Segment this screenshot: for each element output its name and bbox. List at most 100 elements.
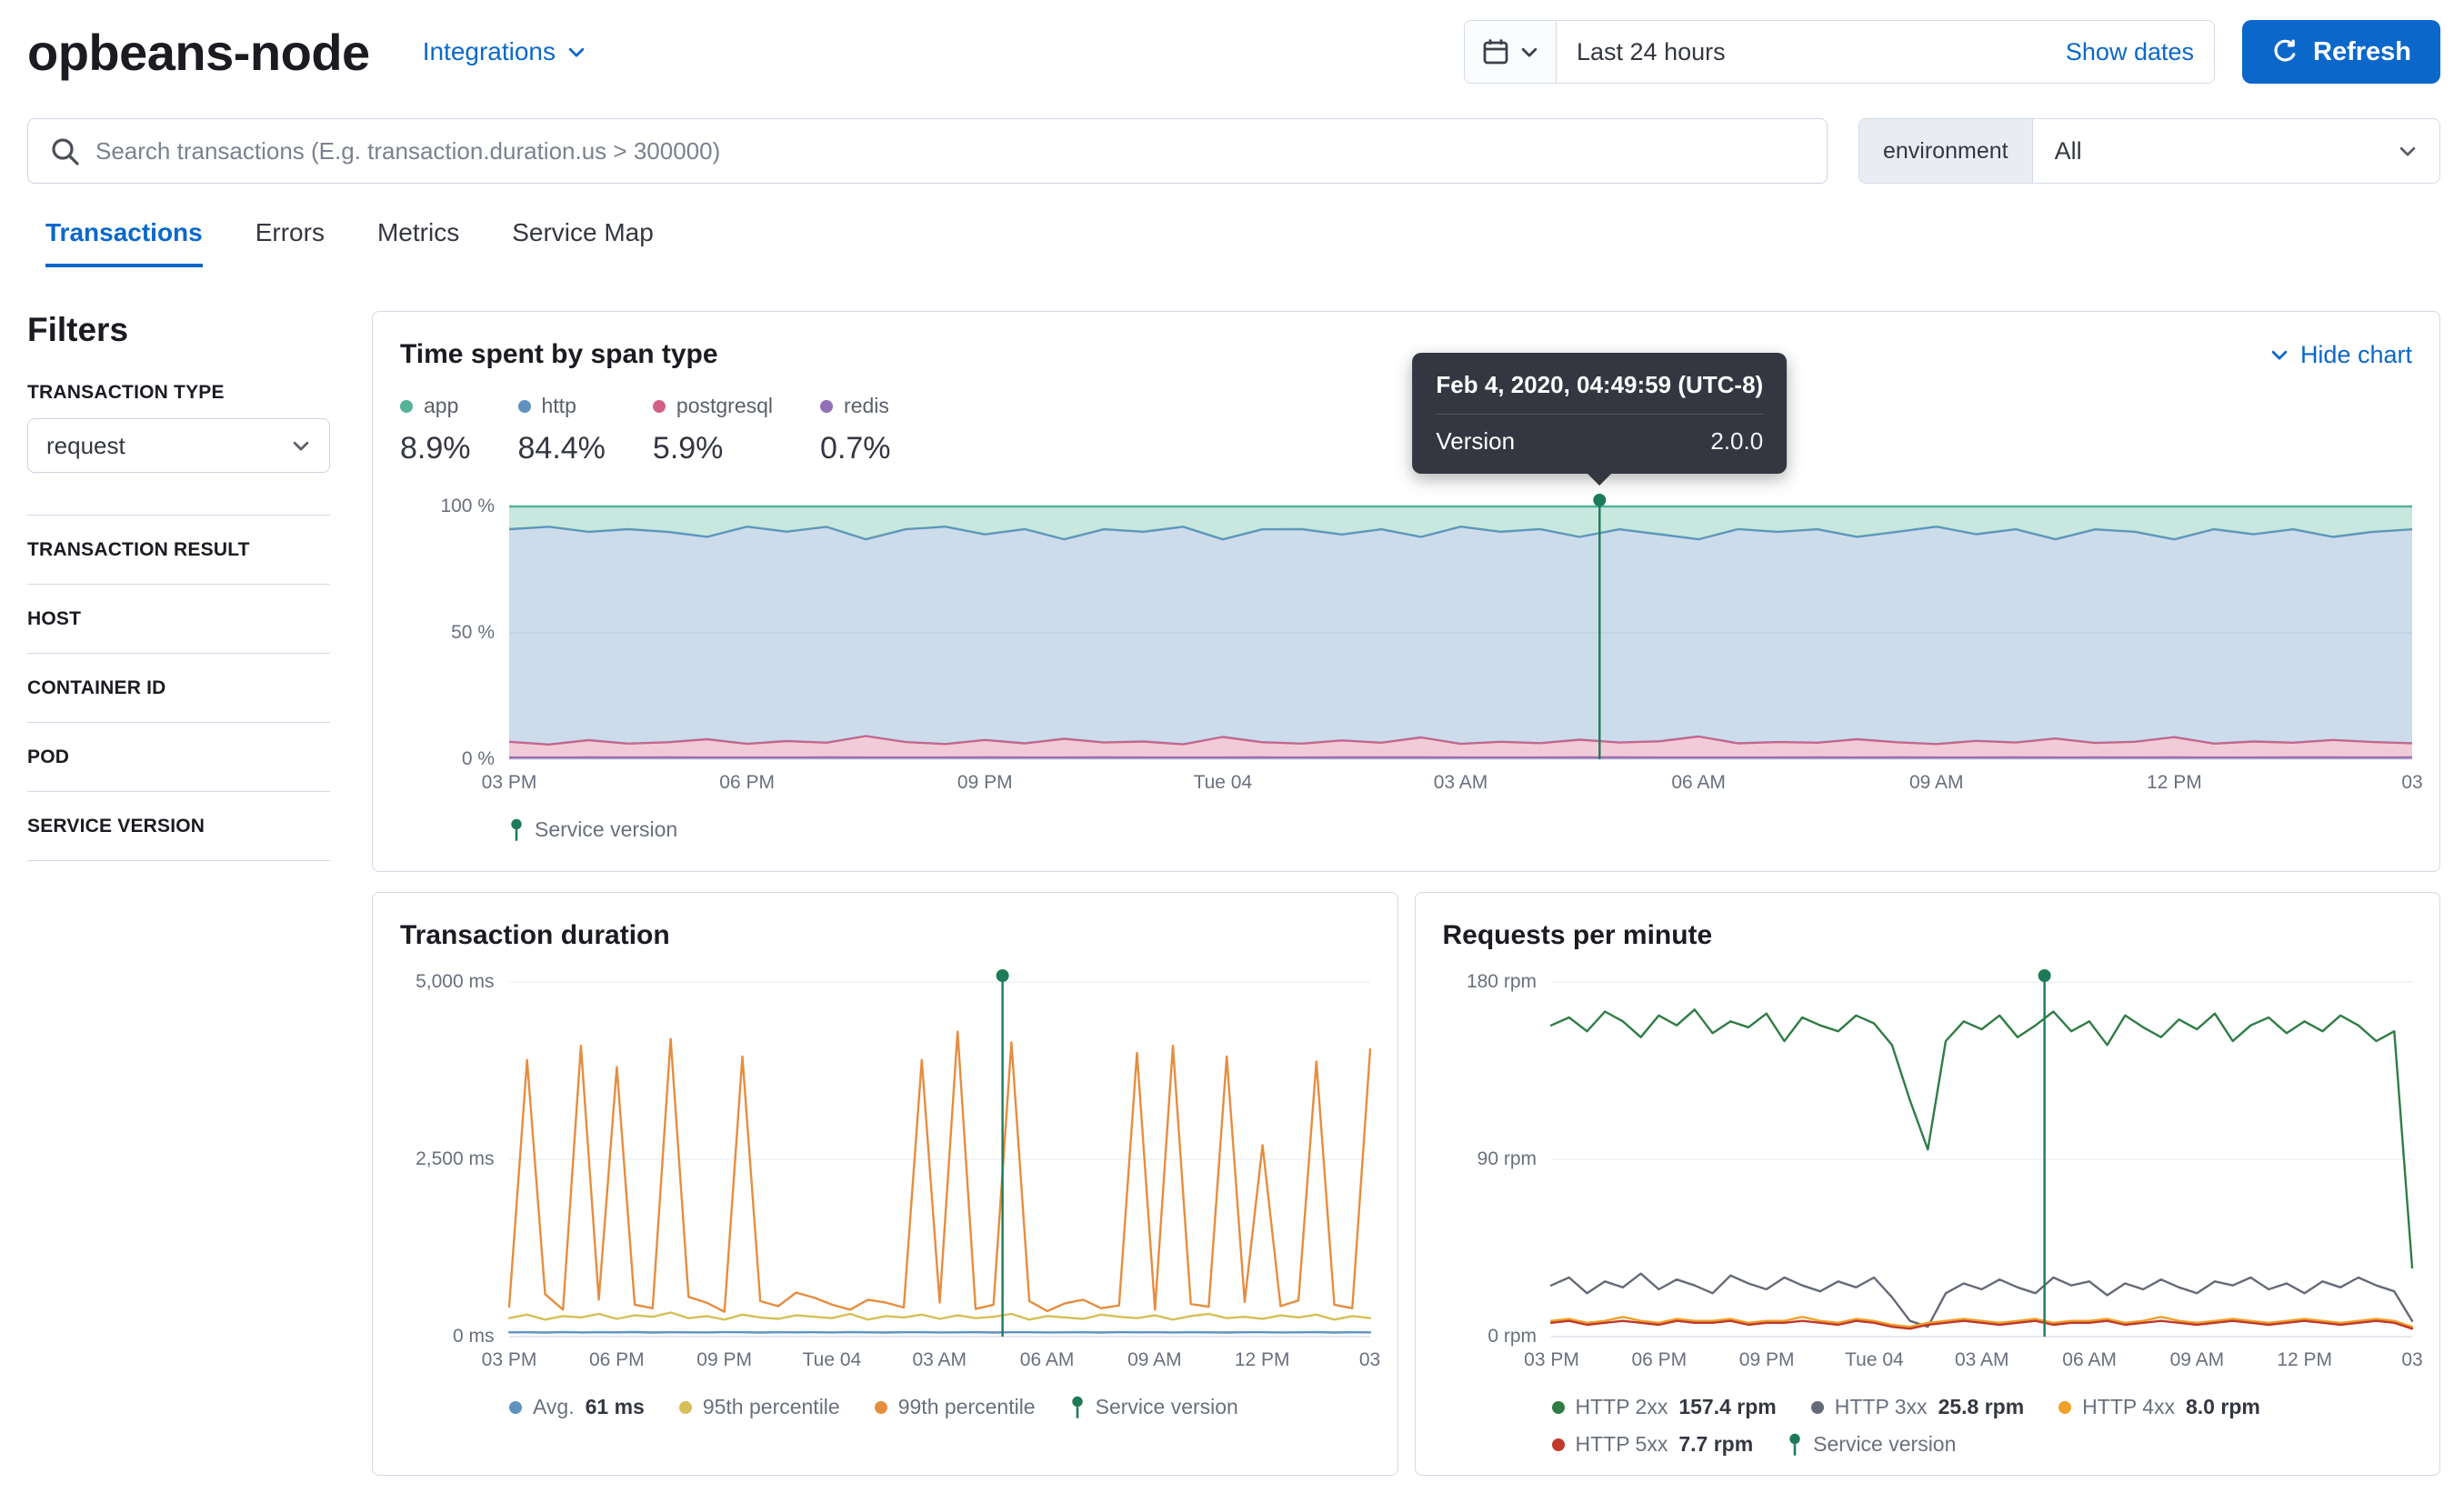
date-controls: Last 24 hours Show dates Refresh xyxy=(1464,20,2440,84)
filters-sidebar: Filters TRANSACTION TYPE request TRANSAC… xyxy=(27,311,330,861)
x-axis-label: 12 PM xyxy=(2147,772,2202,793)
transaction-duration-chart[interactable] xyxy=(507,969,1371,1338)
time-spent-chart[interactable]: Feb 4, 2020, 04:49:59 (UTC-8) Version 2.… xyxy=(508,353,2413,760)
legend-label: HTTP 2xx xyxy=(1575,1395,1668,1418)
x-axis-label: 06 PM xyxy=(1631,1349,1688,1370)
x-axis-label: 03 xyxy=(1358,1349,1381,1370)
main-column: Time spent by span type Hide chart app 8… xyxy=(372,311,2440,1476)
legend-value: 8.0 rpm xyxy=(2186,1395,2260,1418)
tab-transactions[interactable]: Transactions xyxy=(45,218,203,267)
y-axis-label: 0 rpm xyxy=(1487,1326,1537,1347)
filters-title: Filters xyxy=(27,311,129,348)
page-title: opbeans-node xyxy=(27,23,370,81)
x-axis-label: 03 AM xyxy=(1954,1349,2009,1370)
tab-service-map[interactable]: Service Map xyxy=(512,218,654,246)
environment-label: environment xyxy=(1859,119,2033,183)
legend-item-http-4xx[interactable]: HTTP 4xx 8.0 rpm xyxy=(2058,1395,2260,1419)
time-range-field[interactable]: Last 24 hours Show dates xyxy=(1557,21,2214,83)
y-axis-label: 90 rpm xyxy=(1477,1148,1537,1169)
legend-item-service-version[interactable]: Service version xyxy=(1070,1395,1238,1419)
legend-dot xyxy=(1551,1438,1565,1451)
filter-section-container-id[interactable]: CONTAINER ID xyxy=(27,654,330,723)
legend-item-99th[interactable]: 99th percentile xyxy=(874,1395,1036,1419)
filter-section-pod[interactable]: POD xyxy=(27,723,330,792)
x-axis-label: 09 AM xyxy=(1908,772,1964,793)
legend-dot xyxy=(820,399,834,413)
y-axis: 180 rpm 90 rpm 0 rpm xyxy=(1443,971,1552,1347)
x-axis-label: Tue 04 xyxy=(802,1349,862,1370)
environment-filter: environment All xyxy=(1858,118,2440,184)
x-axis-label: 09 AM xyxy=(2169,1349,2225,1370)
legend-item-http-2xx[interactable]: HTTP 2xx 157.4 rpm xyxy=(1551,1395,1777,1419)
tooltip-value: 2.0.0 xyxy=(1710,427,1764,455)
legend-dot xyxy=(678,1400,692,1414)
panel-title: Requests per minute xyxy=(1442,920,1713,950)
x-axis-label: Tue 04 xyxy=(1845,1349,1904,1370)
refresh-button[interactable]: Refresh xyxy=(2242,20,2440,84)
x-axis-label: 12 PM xyxy=(1234,1349,1290,1370)
x-axis-label: 03 AM xyxy=(912,1349,967,1370)
date-quick-select-button[interactable] xyxy=(1465,21,1557,83)
filter-section-service-version[interactable]: SERVICE VERSION xyxy=(27,792,330,861)
legend-item-http-5xx[interactable]: HTTP 5xx 7.7 rpm xyxy=(1551,1432,1753,1457)
search-row: environment All xyxy=(27,118,2440,184)
legend-label: Service version xyxy=(1813,1432,1957,1456)
chevron-down-icon xyxy=(1521,47,1537,57)
x-axis-label: Tue 04 xyxy=(1193,772,1253,793)
filter-section-transaction-result[interactable]: TRANSACTION RESULT xyxy=(27,516,330,585)
y-axis-label: 5,000 ms xyxy=(416,971,495,992)
legend-label: HTTP 5xx xyxy=(1575,1432,1668,1456)
duration-legend: Avg. 61 ms 95th percentile 99th percenti… xyxy=(509,1395,1370,1419)
legend-item-service-version[interactable]: Service version xyxy=(1788,1432,1956,1457)
x-axis-label: 06 PM xyxy=(588,1349,645,1370)
x-axis-label: 06 AM xyxy=(2062,1349,2117,1370)
legend-item-app[interactable]: app 8.9% xyxy=(400,394,471,466)
legend-item-redis[interactable]: redis 0.7% xyxy=(820,394,891,466)
legend-dot xyxy=(652,399,666,413)
x-axis-label: 06 AM xyxy=(1019,1349,1075,1370)
legend-item-95th[interactable]: 95th percentile xyxy=(678,1395,840,1419)
y-axis: 5,000 ms 2,500 ms 0 ms xyxy=(400,971,509,1347)
hide-chart-link[interactable]: Hide chart xyxy=(2269,341,2412,369)
show-dates-link[interactable]: Show dates xyxy=(2065,37,2194,65)
bottom-row: Transaction duration 5,000 ms 2,500 ms 0… xyxy=(372,892,2440,1476)
tooltip-timestamp: Feb 4, 2020, 04:49:59 (UTC-8) xyxy=(1436,371,1764,398)
legend-item-http-3xx[interactable]: HTTP 3xx 25.8 rpm xyxy=(1810,1395,2024,1419)
requests-per-minute-chart[interactable] xyxy=(1549,969,2414,1338)
legend-label: 99th percentile xyxy=(897,1395,1036,1418)
legend-item-http[interactable]: http 84.4% xyxy=(517,394,606,466)
transaction-type-label: TRANSACTION TYPE xyxy=(27,382,225,403)
integrations-menu[interactable]: Integrations xyxy=(423,37,586,66)
content: Filters TRANSACTION TYPE request TRANSAC… xyxy=(0,311,2464,1476)
legend-percentage: 84.4% xyxy=(517,431,606,466)
chevron-down-icon xyxy=(293,441,309,451)
x-axis-label: 06 PM xyxy=(719,772,775,793)
legend-dot xyxy=(1551,1400,1565,1414)
service-version-pin-icon xyxy=(511,818,522,841)
legend-item-service-version[interactable]: Service version xyxy=(509,817,677,842)
x-axis-label: 09 PM xyxy=(696,1349,752,1370)
legend-item-postgresql[interactable]: postgresql 5.9% xyxy=(652,394,773,466)
x-axis-label: 09 AM xyxy=(1127,1349,1182,1370)
x-axis-label: 03 xyxy=(2401,1349,2423,1370)
environment-select[interactable]: All xyxy=(2032,119,2439,183)
integrations-label: Integrations xyxy=(422,37,556,65)
refresh-icon xyxy=(2274,39,2296,62)
filter-section-host[interactable]: HOST xyxy=(27,585,330,654)
transaction-type-select[interactable]: request xyxy=(27,418,330,473)
y-axis-label: 180 rpm xyxy=(1466,971,1537,992)
search-transactions-input[interactable] xyxy=(95,136,1805,165)
legend-item-avg[interactable]: Avg. 61 ms xyxy=(509,1395,645,1419)
time-spent-panel: Time spent by span type Hide chart app 8… xyxy=(372,311,2440,872)
legend-percentage: 8.9% xyxy=(400,431,471,466)
y-axis-label: 50 % xyxy=(451,622,495,643)
tab-errors[interactable]: Errors xyxy=(255,218,325,246)
tab-metrics[interactable]: Metrics xyxy=(376,218,460,246)
panel-title: Transaction duration xyxy=(400,920,670,950)
time-spent-legend: app 8.9% http 84.4% postgresql 5.9% redi… xyxy=(400,394,2412,466)
requests-per-minute-panel: Requests per minute 180 rpm 90 rpm 0 rpm… xyxy=(1414,892,2440,1476)
chevron-down-icon xyxy=(2271,350,2288,360)
annotation-legend: Service version xyxy=(509,817,2412,842)
legend-dot xyxy=(1810,1400,1824,1414)
legend-dot xyxy=(874,1400,887,1414)
